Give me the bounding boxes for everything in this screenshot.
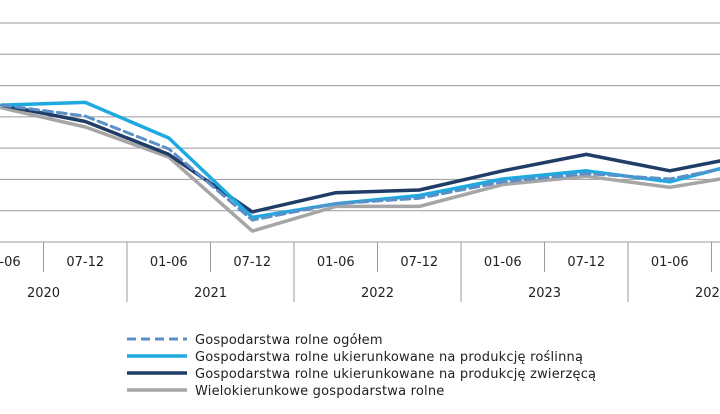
x-tick-label: 01-06 <box>150 255 188 270</box>
grid-layer <box>0 22 720 243</box>
series-line-3 <box>0 103 720 214</box>
legend-label: Gospodarstwa rolne ukierunkowane na prod… <box>195 350 583 365</box>
series-layer <box>0 100 720 233</box>
series-line-1 <box>0 103 720 222</box>
x-tick-label: 07-12 <box>66 255 104 270</box>
x-axis: 01-06 07-12 01-06 07-12 01-06 07-12 01-06 07-12… <box>0 242 720 302</box>
x-tick-label: 07-12 <box>567 255 605 270</box>
x-tick-label: 07-12 <box>400 255 438 270</box>
legend-label: Gospodarstwa rolne ogółem <box>195 333 383 348</box>
x-year-label: 2022 <box>361 286 394 301</box>
x-year-label: 2023 <box>528 286 561 301</box>
legend: Gospodarstwa rolne ogółem Gospodarstwa ro… <box>127 333 596 399</box>
legend-label: Gospodarstwa rolne ukierunkowane na prod… <box>195 367 596 382</box>
x-tick-label: 01-06 <box>651 255 689 270</box>
x-tick-label: 01-06 <box>0 255 21 270</box>
legend-label: Wielokierunkowe gospodarstwa rolne <box>195 384 445 399</box>
x-year-label: 2021 <box>194 286 227 301</box>
x-tick-label: 01-06 <box>484 255 522 270</box>
x-year-label: 2024 <box>695 286 720 301</box>
x-year-label: 2020 <box>27 286 60 301</box>
x-tick-label: 07-12 <box>233 255 271 270</box>
x-tick-label: 01-06 <box>317 255 355 270</box>
series-line-4 <box>0 106 720 233</box>
